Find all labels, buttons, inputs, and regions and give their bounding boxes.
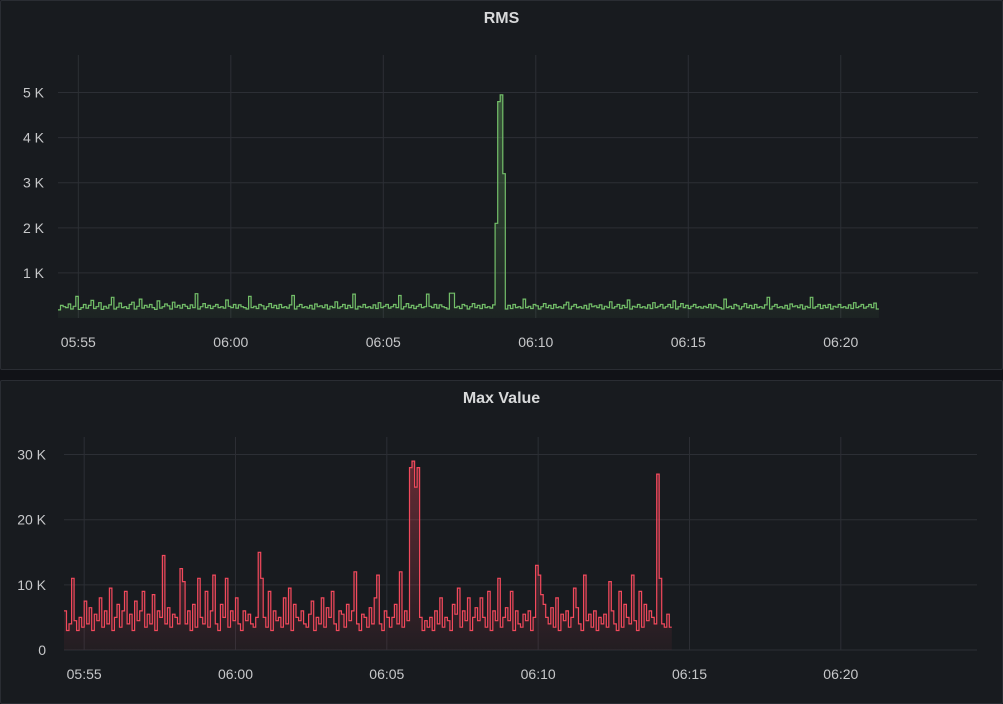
x-tick-label: 05:55 xyxy=(61,334,96,350)
series-line[interactable] xyxy=(64,460,672,632)
x-tick-label: 06:20 xyxy=(823,334,858,350)
x-tick-label: 06:05 xyxy=(366,334,401,350)
x-tick-label: 06:00 xyxy=(213,334,248,350)
y-tick-label: 5 K xyxy=(23,85,45,101)
x-tick-label: 06:15 xyxy=(671,334,706,350)
y-tick-label: 20 K xyxy=(17,512,46,528)
y-tick-label: 3 K xyxy=(23,175,45,191)
y-tick-label: 0 xyxy=(38,642,46,658)
y-tick-label: 30 K xyxy=(17,447,46,463)
x-tick-label: 06:05 xyxy=(369,666,404,682)
x-tick-label: 06:10 xyxy=(521,666,556,682)
y-tick-label: 4 K xyxy=(23,130,45,146)
series-line[interactable] xyxy=(58,94,879,311)
y-tick-label: 2 K xyxy=(23,220,45,236)
panel-title[interactable]: RMS xyxy=(483,10,520,27)
panel-title[interactable]: Max Value xyxy=(462,390,541,407)
series-area xyxy=(64,461,672,650)
x-tick-label: 06:20 xyxy=(823,666,858,682)
x-tick-label: 06:10 xyxy=(518,334,553,350)
x-tick-label: 06:15 xyxy=(672,666,707,682)
x-tick-label: 06:00 xyxy=(218,666,253,682)
y-tick-label: 10 K xyxy=(17,577,46,593)
x-tick-label: 05:55 xyxy=(67,666,102,682)
y-tick-label: 1 K xyxy=(23,265,45,281)
